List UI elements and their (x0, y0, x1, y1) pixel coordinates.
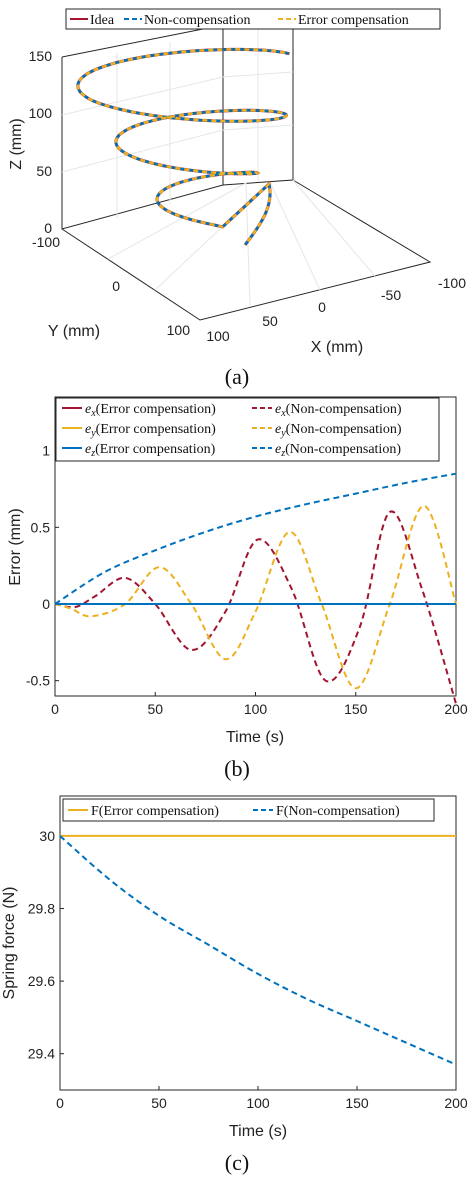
x-axis-label: X (mm) (311, 339, 363, 356)
z-tick-label: 150 (29, 48, 53, 64)
legend-b-label: ez(Non-compensation) (275, 442, 401, 459)
y-tick-label: 100 (167, 322, 191, 338)
x-tick-label: -50 (381, 287, 401, 303)
y-tick-label: 0 (42, 596, 50, 612)
z-axis-label: Z (mm) (8, 118, 25, 170)
series-line-6 (54, 472, 457, 605)
caption-c: (c) (225, 1150, 249, 1175)
legend-c-label: F(Non-compensation) (276, 804, 400, 819)
x-axis-label-b: Time (s) (226, 729, 284, 746)
x-tick-label: 0 (318, 299, 326, 315)
y-axis-label-c: Spring force (N) (1, 887, 18, 1000)
helix-trajectory (76, 47, 291, 246)
y-tick-label: 29.6 (28, 973, 55, 989)
plot-c-frame (59, 795, 457, 1091)
x-tick-label: 50 (147, 701, 163, 717)
x-tick-label: 0 (56, 1095, 64, 1111)
y-tick-label: -0.5 (26, 673, 50, 689)
legend-c-label: F(Error compensation) (91, 804, 219, 819)
x-tick-label: 50 (262, 313, 278, 329)
x-tick-label: 0 (51, 701, 59, 717)
x-tick-label: 50 (151, 1095, 167, 1111)
legend-b-label: ez(Error compensation) (85, 442, 216, 459)
legend-b-label: ey(Error compensation) (85, 422, 216, 439)
plot-b-ticks: 0 50 100 150 200-0.500.51 (26, 443, 468, 717)
panel-a-3d-helix: Idea Non-compensation Error compensation… (8, 8, 466, 389)
x-tick-label: 200 (444, 1095, 468, 1111)
series-non-compensation-line (76, 48, 290, 246)
plot-c-ticks: 0 50 100 150 200 29.4 29.6 29.8 30 (28, 828, 468, 1111)
x-axis-label-c: Time (s) (229, 1123, 287, 1140)
x-tick-label: 150 (344, 701, 368, 717)
y-tick-label: 30 (39, 828, 55, 844)
legend-a-item-2: Non-compensation (144, 13, 251, 28)
legend-b: ex(Error compensation) ex(Non-compensatio… (55, 397, 440, 462)
z-tick-label: 100 (29, 105, 53, 121)
y-tick-label: 1 (42, 443, 50, 459)
caption-a: (a) (225, 364, 249, 389)
legend-b-label: ey(Non-compensation) (275, 422, 402, 439)
series-error-compensation-line (76, 48, 290, 246)
x-tick-label: -100 (438, 275, 466, 291)
x-tick-label: 100 (206, 328, 230, 344)
legend-b-label: ex(Error compensation) (85, 402, 216, 419)
series-line-2 (54, 510, 457, 704)
plot-c-series (59, 834, 457, 1066)
x-tick-label: 100 (246, 1095, 270, 1111)
z-tick-label: 50 (36, 163, 52, 179)
panel-c-spring-force-plot: 0 50 100 150 200 29.4 29.6 29.8 30 Time (s) Spri… (1, 795, 468, 1175)
legend-b-label: ex(Non-compensation) (275, 402, 402, 419)
y-tick-label: 0 (112, 278, 120, 294)
y-tick-label: 29.4 (28, 1046, 55, 1062)
x-tick-label: 100 (244, 701, 268, 717)
panel-b-error-plot: 0 50 100 150 200-0.500.51 Time (s) Error (mm… (7, 396, 468, 781)
y-tick-label: 29.8 (28, 901, 55, 917)
y-axis-label-b: Error (mm) (7, 508, 24, 585)
legend-a-item-1: Idea (90, 13, 115, 28)
legend-c: F(Error compensation) F(Non-compensation) (62, 798, 435, 822)
z-tick-label: 0 (44, 220, 52, 236)
x-tick-label: 150 (345, 1095, 369, 1111)
y-tick-label: 0.5 (31, 519, 51, 535)
legend-a-item-3: Error compensation (298, 13, 409, 28)
legend-a: Idea Non-compensation Error compensation (65, 8, 441, 30)
series-line-2 (59, 835, 457, 1066)
series-line-4 (54, 504, 457, 690)
y-tick-label: -100 (32, 234, 60, 250)
x-tick-label: 200 (444, 701, 468, 717)
y-axis-label: Y (mm) (48, 323, 100, 340)
plot-b-series (54, 472, 457, 704)
caption-b: (b) (224, 756, 250, 781)
